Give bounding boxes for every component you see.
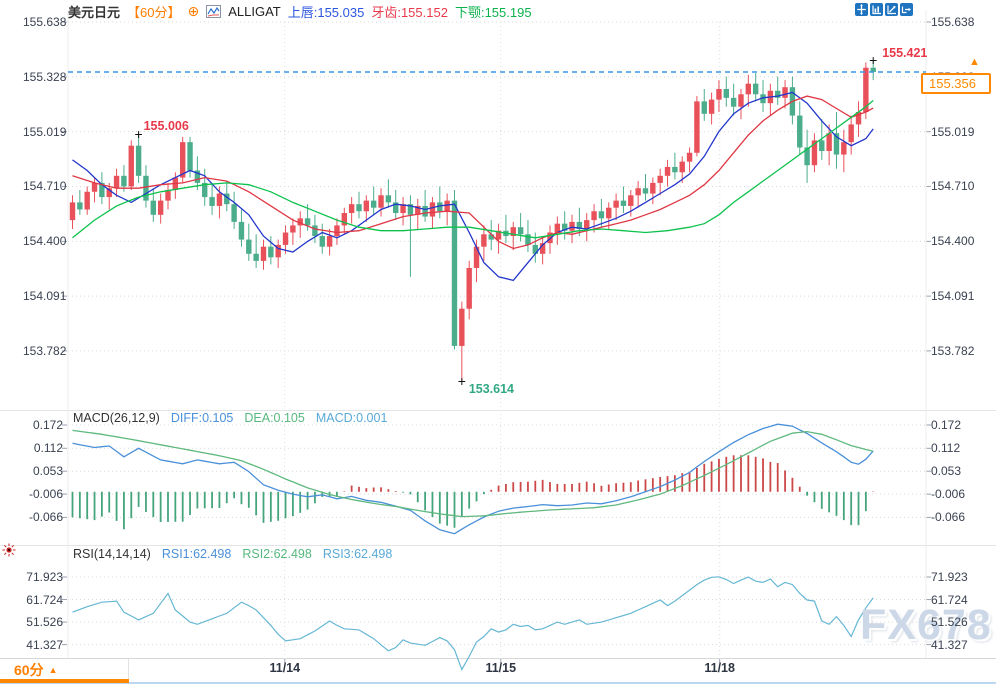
macd-dea-value: DEA:0.105 <box>244 411 305 425</box>
macd-axis-label: 0.112 <box>33 441 63 456</box>
macd-hist-value: MACD:0.001 <box>315 411 388 425</box>
date-axis-label: 11/15 <box>485 661 517 675</box>
price-axis-label: 154.400 <box>23 234 67 249</box>
price-marker-cross: + <box>869 52 878 69</box>
macd-axis-label: -0.006 <box>931 487 966 502</box>
macd-axis-label: -0.066 <box>28 510 63 525</box>
chart-toolbar <box>855 3 913 16</box>
price-axis-label: 153.782 <box>23 343 67 358</box>
macd-axis-label: 0.053 <box>32 464 63 479</box>
price-axis-label: 154.710 <box>931 179 975 194</box>
rsi2-value: RSI2:62.498 <box>242 547 312 561</box>
sun-marker-icon[interactable] <box>2 543 16 562</box>
price-annotation: 153.614 <box>468 381 515 396</box>
price-axis-label: 154.091 <box>23 289 67 304</box>
macd-axis-label: 0.172 <box>931 418 962 432</box>
macd-axis-label: 0.112 <box>931 441 961 456</box>
price-axis-label: 155.019 <box>931 124 975 139</box>
price-marker-cross: + <box>457 372 466 389</box>
macd-panel-header: MACD(26,12,9) DIFF:0.105 DEA:0.105 MACD:… <box>73 411 387 425</box>
price-axis-label: 153.782 <box>931 343 975 358</box>
rsi1-value: RSI1:62.498 <box>161 547 232 561</box>
last-price-tag: 155.356 <box>921 73 991 94</box>
indicator-chart-icon <box>206 4 222 18</box>
timeframe-tab-label: 60分 <box>14 662 44 678</box>
rsi-axis-label: 61.724 <box>26 592 63 607</box>
price-marker-cross: + <box>134 125 143 142</box>
rsi-title: RSI(14,14,14) <box>73 547 151 561</box>
chart-header: 美元日元 【60分】 ⊕ ALLIGAT 上唇:155.035 牙齿:155.1… <box>68 2 532 20</box>
macd-axis-label: 0.053 <box>931 464 962 479</box>
symbol-title: 美元日元 <box>68 4 121 20</box>
price-axis-label: 155.638 <box>23 15 67 29</box>
alligator-lip-value: 上唇:155.035 <box>287 4 365 20</box>
price-annotation: 155.006 <box>143 118 189 133</box>
alligator-jaw-line <box>72 100 874 239</box>
alligator-teeth-line <box>72 95 874 250</box>
timeframe-tab-60min[interactable]: 60分 ▲ <box>0 659 129 681</box>
price-axis-label: 154.400 <box>931 234 975 249</box>
rsi-axis-label: 71.923 <box>26 570 63 584</box>
alligator-jaw-value: 下颚:155.195 <box>454 4 532 20</box>
bottom-border-line <box>0 682 996 684</box>
tab-up-arrow-icon: ▲ <box>48 665 58 675</box>
rsi3-value: RSI3:62.498 <box>322 547 393 561</box>
macd-diff-line <box>72 423 874 535</box>
macd-title: MACD(26,12,9) <box>73 411 160 425</box>
price-axis-label: 155.638 <box>931 15 975 29</box>
macd-axis-label: 0.172 <box>32 418 63 432</box>
indicator-name: ALLIGAT <box>228 3 281 19</box>
panel-borders <box>0 10 996 659</box>
rsi-axis-label: 51.526 <box>26 615 63 630</box>
price-axis-label: 155.019 <box>23 124 67 139</box>
price-axis-label: 155.328 <box>23 69 67 84</box>
macd-histogram <box>71 455 875 530</box>
alligator-teeth-value: 牙齿:155.152 <box>371 4 448 20</box>
price-axis-label: 154.710 <box>23 179 67 194</box>
rsi-axis-label: 71.923 <box>931 570 968 584</box>
rsi-axis-label: 51.526 <box>931 615 968 630</box>
macd-axis-label: -0.006 <box>28 487 63 502</box>
move-tool-icon[interactable] <box>855 3 868 16</box>
rsi-panel-header: RSI(14,14,14) RSI1:62.498 RSI2:62.498 RS… <box>73 547 392 561</box>
price-axis-label: 154.091 <box>931 289 975 304</box>
price-annotation: 155.421 <box>882 46 928 61</box>
rsi-axis-label: 41.327 <box>26 637 63 652</box>
date-axis-label: 11/18 <box>704 661 735 675</box>
price-up-arrow-icon: ▲ <box>969 56 980 68</box>
macd-dea-line <box>72 429 874 518</box>
grid-lines <box>62 21 931 663</box>
zoom-area-icon[interactable] <box>870 3 883 16</box>
rsi-axis-label: 41.327 <box>931 637 968 652</box>
rsi-axis-label: 61.724 <box>931 592 968 607</box>
candlestick-series <box>69 60 876 381</box>
macd-diff-value: DIFF:0.105 <box>170 411 234 425</box>
macd-axis-label: -0.066 <box>931 510 966 525</box>
trend-line-icon[interactable] <box>885 3 898 16</box>
date-axis-label: 11/14 <box>269 661 301 675</box>
rsi-line <box>72 576 874 672</box>
timeframe-label: 【60分】 <box>127 4 181 20</box>
active-tab-underline <box>0 679 129 683</box>
exit-fullscreen-icon[interactable] <box>900 3 913 16</box>
fx678-watermark: FX678 <box>860 601 992 649</box>
indicator-settings-icon[interactable]: ⊕ <box>187 3 200 19</box>
